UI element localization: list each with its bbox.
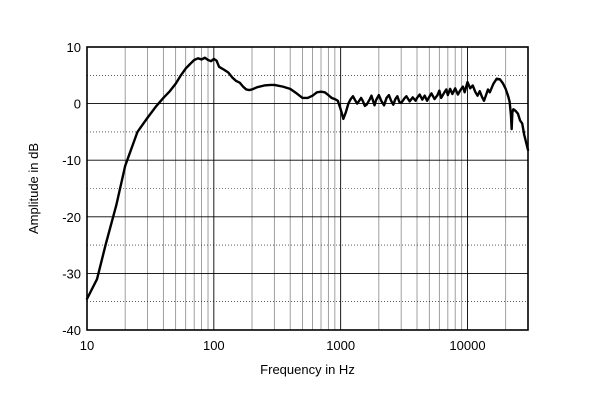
x-axis-label: Frequency in Hz bbox=[260, 362, 355, 377]
y-axis-label: Amplitude in dB bbox=[26, 143, 41, 234]
y-tick-label: -40 bbox=[62, 323, 81, 338]
series-line bbox=[85, 56, 530, 301]
x-tick-label: 100 bbox=[203, 338, 225, 353]
x-tick-label: 1000 bbox=[326, 338, 355, 353]
y-tick-label: -20 bbox=[62, 210, 81, 225]
y-tick-label: 0 bbox=[74, 97, 81, 112]
x-tick-label: 10 bbox=[80, 338, 94, 353]
x-tick-label: 10000 bbox=[449, 338, 485, 353]
y-tick-label: 10 bbox=[67, 40, 81, 55]
plot-frame bbox=[86, 46, 529, 331]
y-tick-label: -10 bbox=[62, 153, 81, 168]
y-tick-label: -30 bbox=[62, 266, 81, 281]
